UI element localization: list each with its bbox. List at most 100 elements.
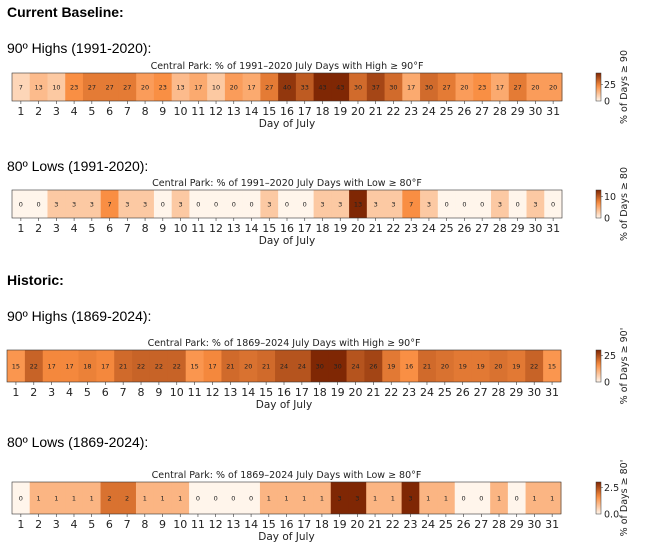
heatmap-cell	[278, 73, 297, 101]
cell-value-label: 2	[107, 495, 111, 503]
colorbar-tick-label: 10	[604, 192, 616, 203]
x-tick-label: 16	[277, 386, 291, 399]
heatmap-cell	[203, 350, 222, 382]
colorbar-tick-label: 2.5	[604, 483, 619, 494]
heatmap-cell	[277, 482, 296, 514]
heatmap-cell	[100, 190, 119, 218]
x-tick-label: 20	[350, 518, 364, 531]
x-tick-label: 29	[511, 105, 525, 118]
x-tick-label: 18	[313, 386, 327, 399]
heatmap-cell	[136, 73, 155, 101]
heatmap-cell	[185, 350, 205, 382]
label-lows-1991-2020: 80º Lows (1991-2020):	[7, 158, 149, 174]
cell-value-label: 1	[90, 495, 94, 503]
heatmap-cell	[100, 482, 119, 514]
cell-value-label: 19	[476, 363, 484, 371]
x-tick-label: 11	[188, 386, 202, 399]
x-tick-label: 15	[262, 105, 276, 118]
x-tick-label: 4	[71, 222, 78, 235]
heatmap-cell	[525, 350, 544, 382]
x-tick-label: 17	[295, 386, 309, 399]
cell-value-label: 30	[354, 84, 362, 92]
x-tick-label: 15	[262, 222, 276, 235]
x-tick-label: 12	[209, 518, 223, 531]
cell-value-label: 0	[232, 201, 236, 209]
heatmap-cell	[171, 73, 190, 101]
heatmap-cell	[259, 482, 279, 514]
heatmap-cell	[82, 73, 102, 101]
cell-value-label: 24	[298, 363, 306, 371]
cell-value-label: 3	[355, 495, 359, 503]
x-tick-label: 12	[206, 386, 220, 399]
cell-value-label: 20	[441, 363, 449, 371]
colorbar-tick-label: 25	[604, 80, 616, 91]
cell-value-label: 0	[462, 201, 466, 209]
x-tick-label: 21	[366, 386, 380, 399]
heatmap-cell	[257, 350, 276, 382]
heatmap-cell	[435, 350, 455, 382]
cell-value-label: 3	[408, 495, 412, 503]
cell-value-label: 3	[178, 201, 182, 209]
colorbar	[595, 72, 602, 102]
x-tick-label: 27	[474, 386, 488, 399]
heatmap-cell	[118, 73, 137, 101]
x-tick-label: 13	[227, 105, 241, 118]
cell-value-label: 0	[462, 495, 466, 503]
x-tick-label: 2	[35, 518, 42, 531]
cell-value-label: 16	[405, 363, 413, 371]
heatmap-cell	[472, 482, 491, 514]
x-tick-label: 3	[48, 386, 55, 399]
colorbar-label: % of Days ≥ 80'	[619, 460, 630, 537]
heatmap-cell	[313, 190, 332, 218]
heatmap-cell	[153, 482, 172, 514]
heatmap-cell	[331, 190, 350, 218]
colorbar-label: % of Days ≥ 90	[619, 50, 630, 124]
heatmap-cell	[366, 73, 386, 101]
cell-value-label: 10	[212, 84, 220, 92]
cell-value-label: 30	[333, 363, 341, 371]
heatmap-cell	[437, 190, 457, 218]
cell-value-label: 40	[283, 84, 291, 92]
x-tick-label: 24	[420, 386, 434, 399]
cell-value-label: 15	[548, 363, 556, 371]
cell-value-label: 15	[191, 363, 199, 371]
x-tick-label: 1	[17, 105, 24, 118]
cell-value-label: 1	[160, 495, 164, 503]
x-tick-label: 14	[245, 105, 259, 118]
cell-value-label: 0	[249, 201, 253, 209]
cell-value-label: 0	[515, 495, 519, 503]
cell-value-label: 3	[125, 201, 129, 209]
x-tick-label: 1	[17, 518, 24, 531]
cell-value-label: 3	[72, 201, 76, 209]
cell-value-label: 0	[231, 495, 235, 503]
x-tick-label: 18	[315, 222, 329, 235]
x-axis-label: Day of July	[258, 531, 314, 543]
cell-value-label: 17	[407, 84, 415, 92]
cell-value-label: 3	[267, 201, 271, 209]
cell-value-label: 0	[249, 495, 253, 503]
heatmap-cell	[29, 482, 48, 514]
x-tick-label: 14	[245, 222, 259, 235]
x-tick-label: 23	[404, 105, 418, 118]
x-tick-label: 15	[259, 386, 273, 399]
heatmap-cell	[526, 73, 545, 101]
colorbar-tick-label: 25	[604, 351, 616, 362]
heatmap-cell	[543, 350, 562, 382]
heatmap-cell	[242, 482, 261, 514]
x-tick-label: 27	[474, 518, 488, 531]
x-tick-label: 20	[351, 105, 365, 118]
x-tick-label: 23	[403, 518, 417, 531]
heatmap-cell	[278, 190, 297, 218]
x-axis-label: Day of July	[256, 399, 312, 411]
x-tick-label: 22	[386, 105, 400, 118]
x-tick-label: 26	[457, 222, 471, 235]
heatmap-cell	[366, 482, 385, 514]
cell-value-label: 22	[530, 363, 538, 371]
cell-value-label: 3	[427, 201, 431, 209]
cell-value-label: 23	[70, 84, 78, 92]
heatmap-title: Central Park: % of 1991–2020 July Days w…	[152, 178, 422, 189]
x-tick-label: 28	[492, 518, 506, 531]
x-tick-label: 27	[475, 222, 489, 235]
x-tick-label: 17	[297, 518, 311, 531]
colorbar-tick-label: 0	[604, 214, 610, 225]
